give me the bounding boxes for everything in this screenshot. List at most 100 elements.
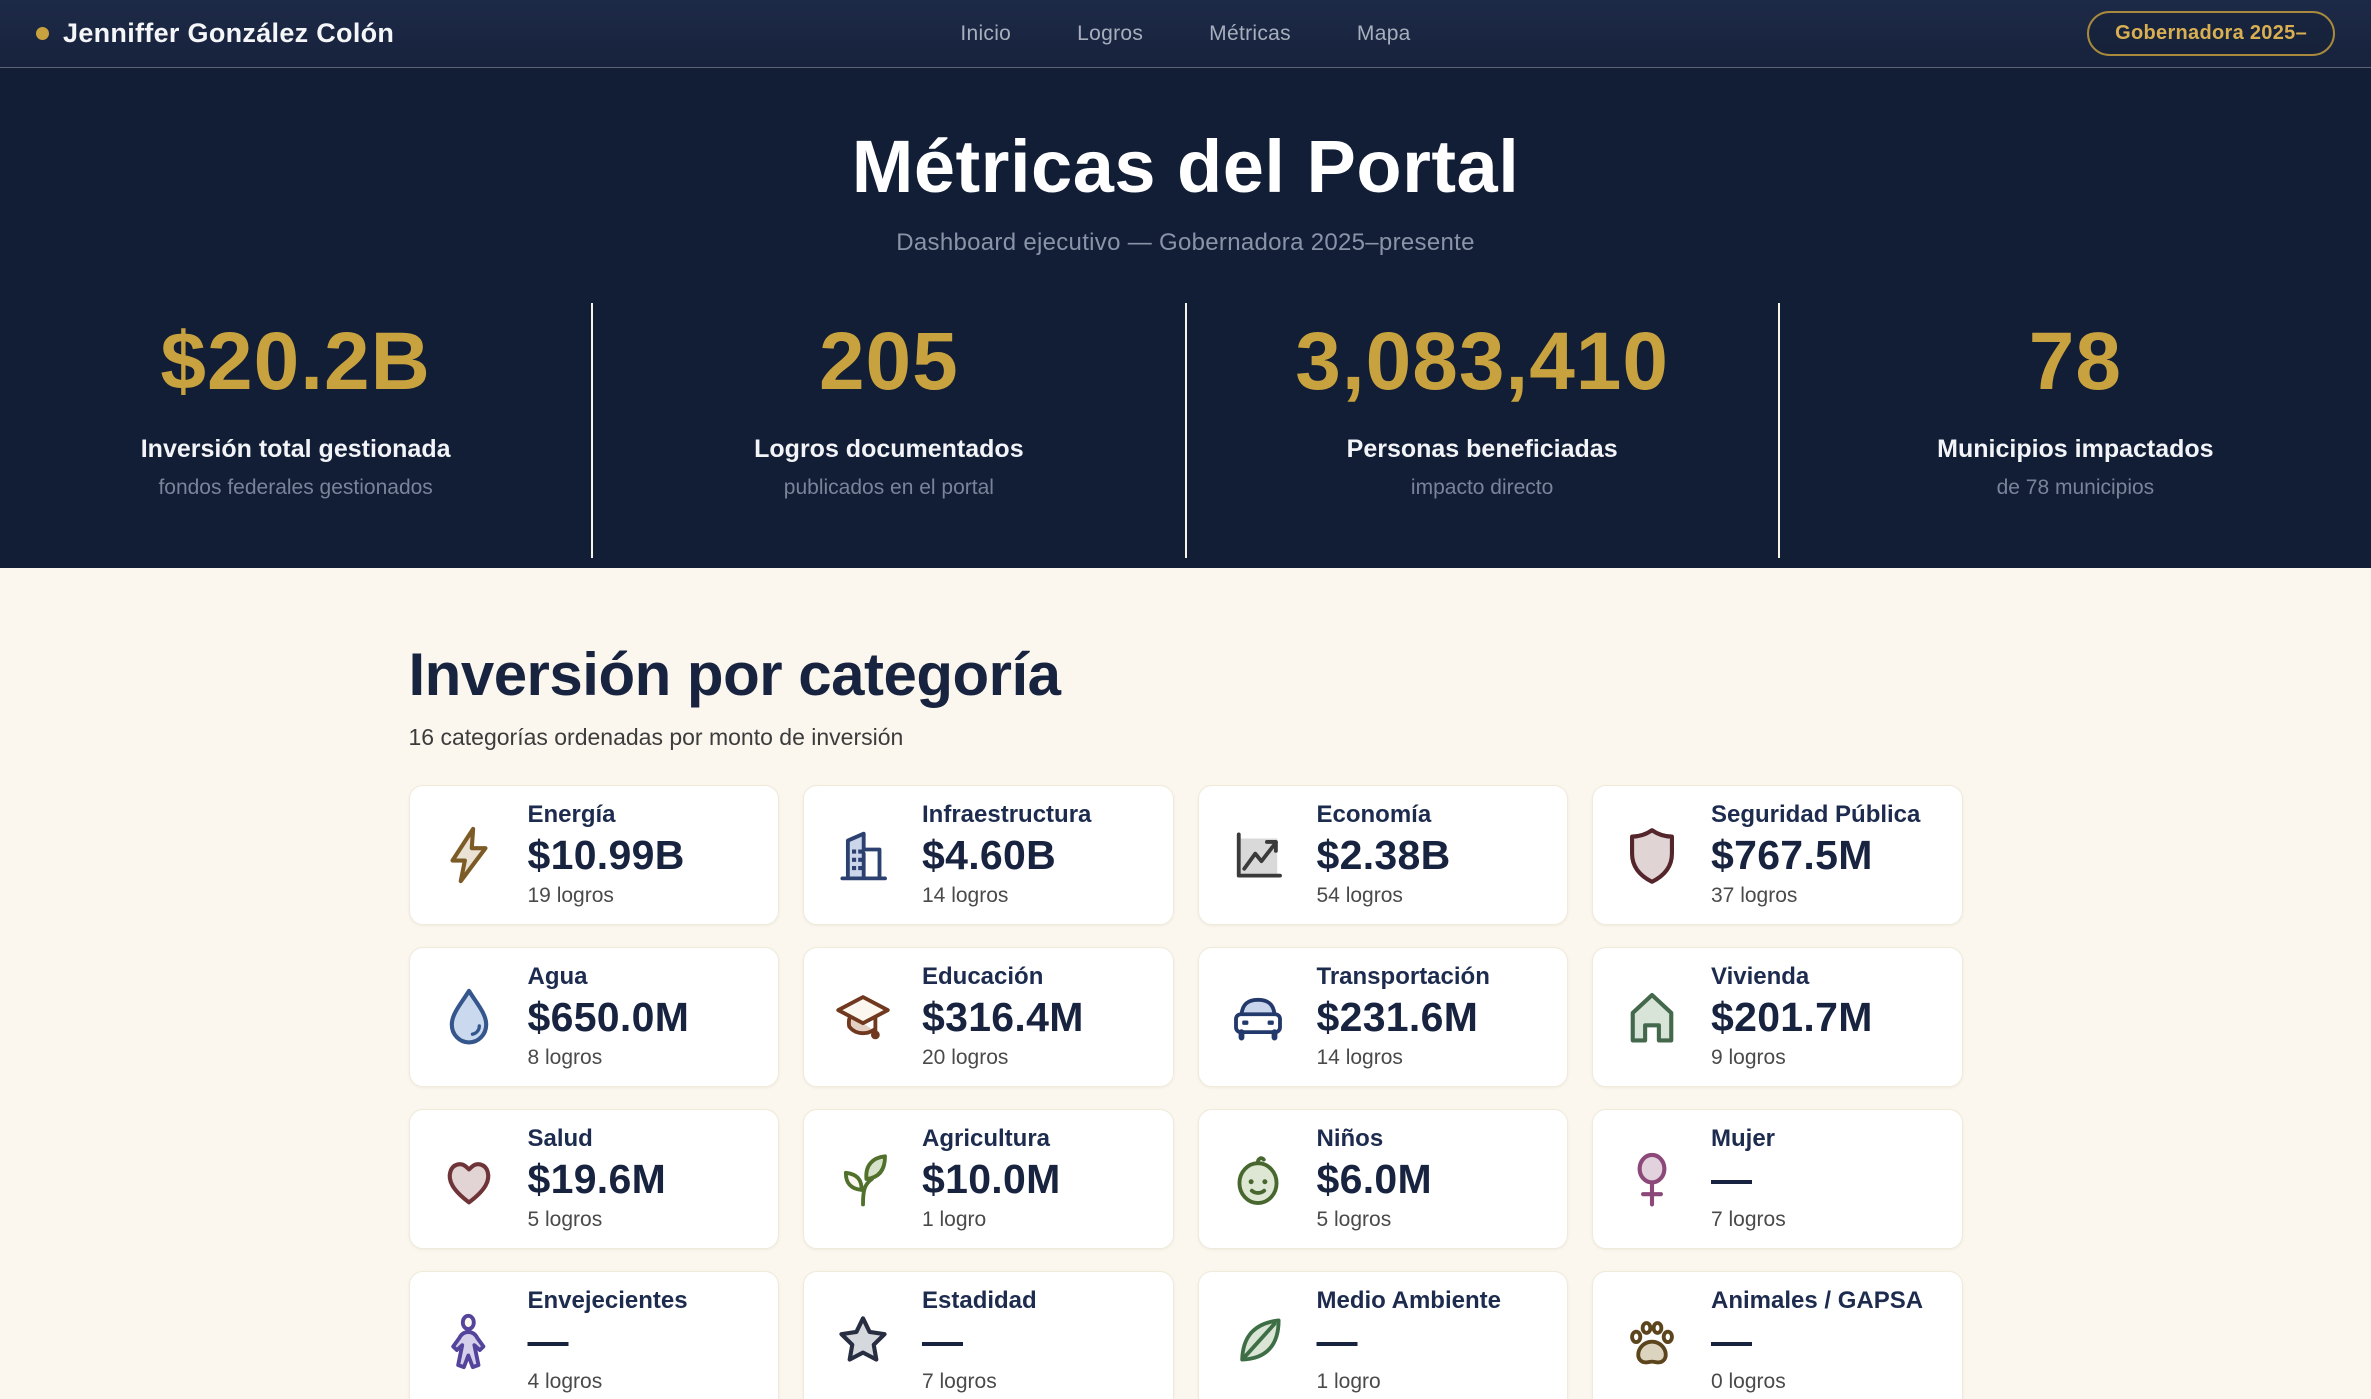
baby-icon [1225, 1146, 1291, 1212]
stats-row: $20.2B Inversión total gestionada fondos… [0, 303, 2371, 558]
house-icon [1619, 984, 1685, 1050]
category-count: 4 logros [527, 1370, 603, 1394]
category-name: Economía [1316, 800, 1432, 828]
category-amount: $4.60B [922, 832, 1057, 879]
category-amount: — [1711, 1318, 1753, 1365]
category-card[interactable]: Estadidad — 7 logros [803, 1271, 1174, 1399]
category-card[interactable]: Animales / GAPSA — 0 logros [1592, 1271, 1963, 1399]
category-count: 8 logros [527, 1046, 603, 1070]
category-name: Envejecientes [527, 1286, 688, 1314]
stat-value: 78 [2028, 316, 2122, 407]
category-card[interactable]: Salud $19.6M 5 logros [408, 1109, 779, 1249]
category-amount: — [1316, 1318, 1358, 1365]
category-name: Agricultura [922, 1124, 1051, 1152]
category-card[interactable]: Energía $10.99B 19 logros [408, 785, 779, 925]
stat-sublabel: de 78 municipios [1996, 476, 2155, 499]
category-amount: $6.0M [1316, 1156, 1432, 1203]
stat-label: Logros documentados [754, 435, 1024, 463]
graduation-cap-icon [830, 984, 896, 1050]
nav-item-mapa[interactable]: Mapa [1356, 21, 1411, 45]
stat-label: Municipios impactados [1937, 435, 2214, 463]
stat-value: $20.2B [160, 316, 431, 407]
category-card[interactable]: Envejecientes — 4 logros [408, 1271, 779, 1399]
category-count: 7 logros [1711, 1208, 1786, 1232]
stat-people-benefited: 3,083,410 Personas beneficiadas impacto … [1184, 303, 1778, 558]
category-count: 19 logros [527, 884, 614, 908]
category-amount: — [1711, 1156, 1753, 1203]
stat-municipalities-impacted: 78 Municipios impactados de 78 municipio… [1777, 303, 2371, 558]
category-count: 14 logros [922, 884, 1009, 908]
lightning-icon [436, 822, 502, 888]
stat-sublabel: publicados en el portal [783, 476, 994, 499]
category-amount: $201.7M [1711, 994, 1873, 1041]
category-amount: $10.99B [527, 832, 685, 879]
category-name: Salud [527, 1124, 593, 1152]
section-subtitle: 16 categorías ordenadas por monto de inv… [408, 724, 904, 750]
category-card[interactable]: Vivienda $201.7M 9 logros [1592, 947, 1963, 1087]
building-icon [830, 822, 896, 888]
category-card[interactable]: Agua $650.0M 8 logros [408, 947, 779, 1087]
category-name: Seguridad Pública [1711, 800, 1921, 828]
category-count: 20 logros [922, 1046, 1009, 1070]
category-card[interactable]: Niños $6.0M 5 logros [1197, 1109, 1568, 1249]
category-name: Agua [527, 962, 588, 990]
category-card[interactable]: Mujer — 7 logros [1592, 1109, 1963, 1249]
category-count: 5 logros [1316, 1208, 1392, 1232]
category-amount: $19.6M [527, 1156, 667, 1203]
brand-home-link[interactable]: Jenniffer González Colón [36, 18, 394, 49]
category-card[interactable]: Educación $316.4M 20 logros [803, 947, 1174, 1087]
category-card[interactable]: Seguridad Pública $767.5M 37 logros [1592, 785, 1963, 925]
hero-metrics-section: Métricas del Portal Dashboard ejecutivo … [0, 68, 2371, 568]
category-amount: $231.6M [1316, 994, 1479, 1041]
category-count: 37 logros [1711, 884, 1798, 908]
category-count: 54 logros [1316, 884, 1403, 908]
category-card[interactable]: Infraestructura $4.60B 14 logros [803, 785, 1174, 925]
category-card[interactable]: Transportación $231.6M 14 logros [1197, 947, 1568, 1087]
category-amount: $767.5M [1711, 832, 1873, 879]
star-icon [830, 1308, 896, 1374]
stat-sublabel: fondos federales gestionados [158, 476, 433, 499]
category-count: 1 logro [1316, 1370, 1381, 1394]
stat-value: 205 [818, 316, 959, 407]
page-subtitle: Dashboard ejecutivo — Gobernadora 2025–p… [896, 229, 1475, 256]
droplet-icon [436, 984, 502, 1050]
stat-value: 3,083,410 [1295, 316, 1670, 407]
category-name: Transportación [1316, 962, 1490, 990]
category-card[interactable]: Economía $2.38B 54 logros [1197, 785, 1568, 925]
nav-item-metricas[interactable]: Métricas [1209, 21, 1291, 45]
female-icon [1619, 1146, 1685, 1212]
nav-links: Inicio Logros Métricas Mapa [0, 22, 2371, 46]
category-name: Energía [527, 800, 616, 828]
category-amount: $2.38B [1316, 832, 1451, 879]
category-count: 0 logros [1711, 1370, 1786, 1394]
category-name: Vivienda [1711, 962, 1810, 990]
shield-icon [1619, 822, 1685, 888]
category-card[interactable]: Agricultura $10.0M 1 logro [803, 1109, 1174, 1249]
stat-total-investment: $20.2B Inversión total gestionada fondos… [0, 303, 591, 558]
leaf-icon [1225, 1308, 1291, 1374]
stat-label: Inversión total gestionada [140, 435, 451, 463]
category-name: Estadidad [922, 1286, 1037, 1314]
category-amount: $10.0M [922, 1156, 1061, 1203]
governor-term-badge: Gobernadora 2025– [2087, 11, 2335, 56]
brand-dot-icon [36, 27, 49, 40]
brand-name: Jenniffer González Colón [63, 18, 395, 48]
car-icon [1225, 984, 1291, 1050]
paw-icon [1619, 1308, 1685, 1374]
nav-item-logros[interactable]: Logros [1077, 21, 1144, 45]
category-count: 1 logro [922, 1208, 987, 1232]
category-count: 7 logros [922, 1370, 997, 1394]
category-name: Educación [922, 962, 1044, 990]
category-amount: — [527, 1318, 569, 1365]
top-navigation: Jenniffer González Colón Inicio Logros M… [0, 0, 2371, 68]
category-name: Infraestructura [922, 800, 1092, 828]
person-icon [436, 1308, 502, 1374]
category-card[interactable]: Medio Ambiente — 1 logro [1197, 1271, 1568, 1399]
category-name: Mujer [1711, 1124, 1776, 1152]
page-title: Métricas del Portal [851, 125, 1520, 208]
heart-icon [436, 1146, 502, 1212]
category-name: Medio Ambiente [1316, 1286, 1501, 1314]
category-name: Niños [1316, 1124, 1384, 1152]
category-amount: $650.0M [527, 994, 690, 1041]
nav-item-inicio[interactable]: Inicio [960, 21, 1012, 45]
